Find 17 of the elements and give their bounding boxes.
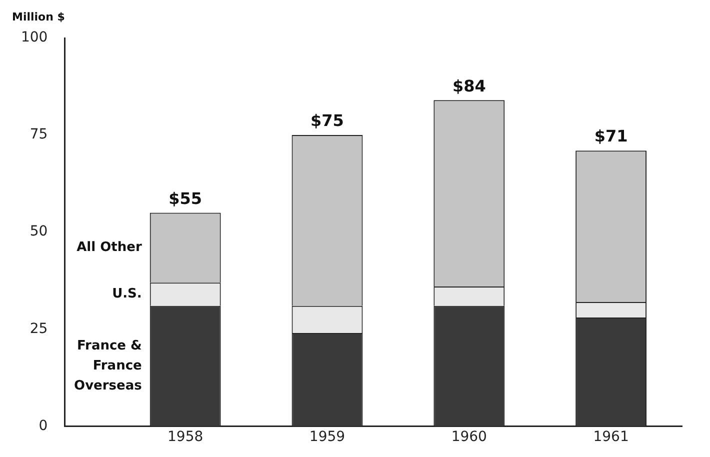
total-label: $84 — [452, 76, 486, 96]
total-label: $75 — [310, 111, 344, 130]
x-tick-label: 1958 — [168, 429, 204, 446]
y-tick-label: 0 — [38, 418, 48, 434]
x-tick-label: 1961 — [593, 429, 629, 446]
y-tick-label: 100 — [20, 30, 48, 46]
y-axis-title: Million $ — [12, 10, 65, 24]
y-tick-label: 50 — [30, 224, 48, 240]
series-label: France & France Overseas — [74, 338, 142, 394]
x-tick-label: 1959 — [309, 429, 346, 446]
total-label: $55 — [168, 188, 202, 208]
y-tick-label: 25 — [30, 320, 48, 337]
series-label: All Other — [76, 240, 142, 256]
y-tick-label: 75 — [30, 126, 48, 143]
series-label: U.S. — [112, 286, 142, 302]
x-tick-label: 1960 — [451, 429, 487, 446]
total-label: $71 — [594, 126, 628, 146]
